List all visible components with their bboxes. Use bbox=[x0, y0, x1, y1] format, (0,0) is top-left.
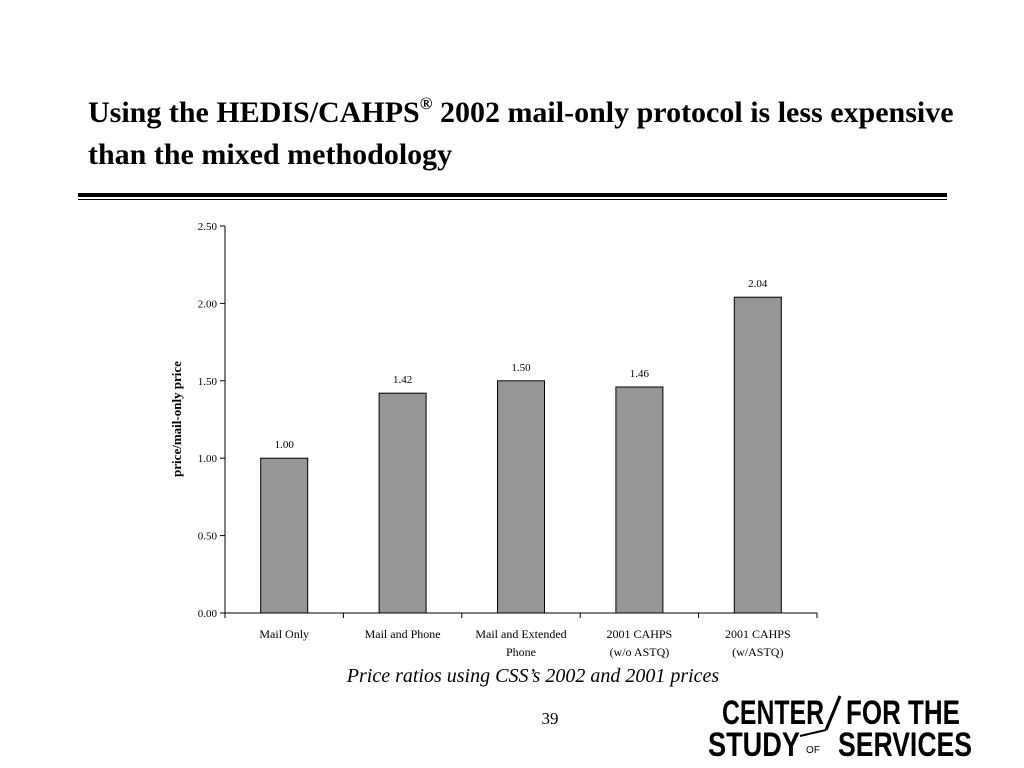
svg-text:OF: OF bbox=[806, 745, 820, 756]
slide-title: Using the HEDIS/CAHPS® 2002 mail-only pr… bbox=[88, 92, 968, 176]
title-rule-thick bbox=[78, 193, 947, 197]
x-tick-label: 2001 CAHPS bbox=[607, 627, 673, 641]
x-axis bbox=[224, 612, 818, 618]
registered-mark: ® bbox=[419, 94, 433, 113]
y-tick-label: 1.50 bbox=[198, 376, 218, 388]
y-tick-label: 0.50 bbox=[198, 531, 218, 543]
x-tick-label: Mail and Extended bbox=[475, 627, 566, 641]
svg-text:FOR THE: FOR THE bbox=[846, 694, 960, 732]
y-tick-label: 1.00 bbox=[198, 453, 218, 465]
data-label: 1.50 bbox=[511, 362, 531, 374]
title-text-end: 2002 mail-only protocol is less expensiv… bbox=[88, 96, 954, 171]
y-tick-label: 2.00 bbox=[198, 298, 218, 310]
value-labels: 1.00 1.42 1.50 1.46 2.04 bbox=[275, 278, 768, 451]
x-tick-label: (w/o ASTQ) bbox=[610, 645, 670, 659]
x-tick-label: Mail Only bbox=[259, 627, 309, 641]
y-tick-label: 0.00 bbox=[198, 608, 218, 620]
bar bbox=[497, 380, 545, 614]
title-text-start: Using the HEDIS/CAHPS bbox=[88, 96, 420, 129]
y-axis: 0.00 0.50 1.00 1.50 2.00 2.50 bbox=[198, 221, 226, 620]
bar bbox=[615, 386, 664, 614]
x-tick-label: (w/ASTQ) bbox=[732, 645, 783, 659]
data-label: 1.46 bbox=[630, 368, 650, 380]
data-label: 1.00 bbox=[275, 439, 295, 451]
bar bbox=[260, 457, 309, 614]
y-tick-label: 2.50 bbox=[198, 221, 218, 233]
page-number: 39 bbox=[541, 709, 559, 728]
bar bbox=[733, 296, 782, 614]
y-axis-title: price/mail-only price bbox=[169, 361, 184, 477]
title-rule-thin bbox=[78, 199, 947, 200]
x-tick-label: Phone bbox=[506, 645, 536, 659]
bar bbox=[378, 392, 427, 614]
svg-text:STUDY: STUDY bbox=[708, 726, 800, 760]
svg-text:SERVICES: SERVICES bbox=[838, 726, 972, 760]
x-tick-label: 2001 CAHPS bbox=[725, 627, 791, 641]
data-label: 2.04 bbox=[748, 278, 768, 290]
center-for-the-study-of-services-logo: CENTER FOR THE STUDY SERVICES OF bbox=[708, 694, 972, 760]
x-tick-label: Mail and Phone bbox=[365, 627, 441, 641]
svg-text:CENTER: CENTER bbox=[722, 694, 824, 732]
data-label: 1.42 bbox=[393, 374, 412, 386]
bars bbox=[260, 296, 782, 614]
chart-caption: Price ratios using CSS’s 2002 and 2001 p… bbox=[346, 665, 720, 687]
category-labels: Mail Only Mail and Phone Mail and Extended… bbox=[259, 627, 790, 659]
